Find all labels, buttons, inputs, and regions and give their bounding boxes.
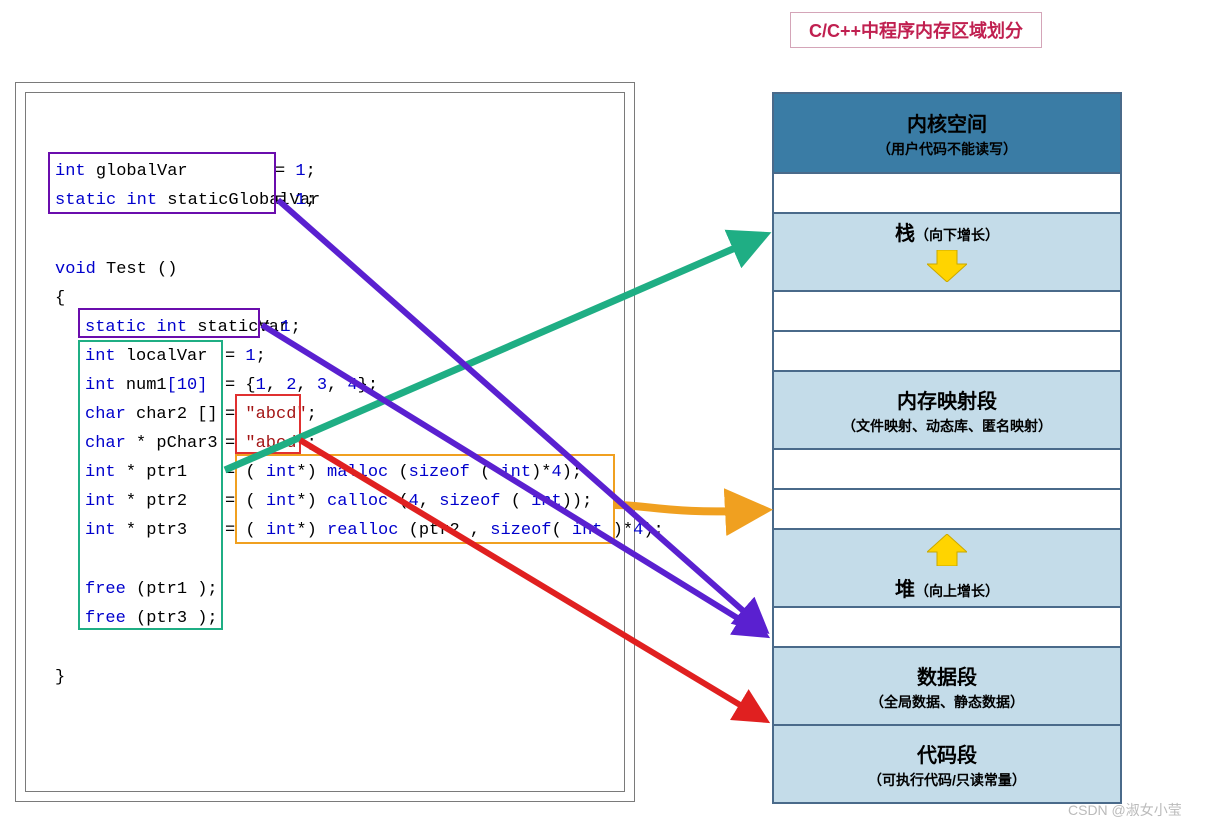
mem-row-gap1 xyxy=(774,172,1120,212)
code-line: = 1; xyxy=(275,191,316,210)
code-line: = 1; xyxy=(225,347,266,366)
title-text: C/C++中程序内存区域划分 xyxy=(809,21,1023,41)
code-line: = {1, 2, 3, 4}; xyxy=(225,376,378,395)
heap-box xyxy=(235,454,615,544)
code-line: void Test () xyxy=(55,260,177,279)
mem-subtitle: （向上增长） xyxy=(915,583,999,599)
mem-row-kernel: 内核空间（用户代码不能读写） xyxy=(774,94,1120,172)
mem-row-data: 数据段（全局数据、静态数据） xyxy=(774,646,1120,724)
memory-table: 内核空间（用户代码不能读写） 栈（向下增长） 内存映射段（文件映射、动态库、匿名映射… xyxy=(772,92,1122,804)
mem-row-gap5 xyxy=(774,488,1120,528)
code-line: { xyxy=(55,289,65,308)
mem-title: 内核空间 xyxy=(907,108,987,137)
mem-row-gap4 xyxy=(774,448,1120,488)
diagram-title: C/C++中程序内存区域划分 xyxy=(790,12,1042,48)
mem-row-heap: 堆（向上增长） xyxy=(774,528,1120,606)
mem-row-stack: 栈（向下增长） xyxy=(774,212,1120,290)
mem-title: 内存映射段 xyxy=(897,385,997,414)
code-line: = 1; xyxy=(260,318,301,337)
mem-row-mmap: 内存映射段（文件映射、动态库、匿名映射） xyxy=(774,370,1120,448)
staticvar-box xyxy=(78,308,260,338)
mem-row-code: 代码段（可执行代码/只读常量） xyxy=(774,724,1120,802)
mem-row-gap3 xyxy=(774,330,1120,370)
mem-title: 代码段 xyxy=(917,739,977,768)
locals-box xyxy=(78,340,223,630)
mem-subtitle: （文件映射、动态库、匿名映射） xyxy=(842,416,1052,436)
mem-subtitle: （向下增长） xyxy=(915,227,999,243)
strings-box xyxy=(235,394,301,454)
globals-box xyxy=(48,152,276,214)
mem-subtitle: （用户代码不能读写） xyxy=(877,139,1017,159)
watermark-text: CSDN @淑女小莹 xyxy=(1068,802,1182,818)
mem-row-gap6 xyxy=(774,606,1120,646)
watermark: CSDN @淑女小莹 xyxy=(1068,800,1182,820)
to-heap xyxy=(615,505,765,511)
code-line: } xyxy=(55,668,65,687)
mem-row-gap2 xyxy=(774,290,1120,330)
arrow-down-icon xyxy=(927,250,967,287)
arrow-up-icon xyxy=(927,534,967,571)
mem-title: 堆 xyxy=(895,579,915,601)
mem-title: 数据段 xyxy=(917,661,977,690)
mem-subtitle: （可执行代码/只读常量） xyxy=(868,770,1026,790)
mem-subtitle: （全局数据、静态数据） xyxy=(870,692,1024,712)
code-line: = 1; xyxy=(275,162,316,181)
mem-title: 栈 xyxy=(895,223,915,245)
